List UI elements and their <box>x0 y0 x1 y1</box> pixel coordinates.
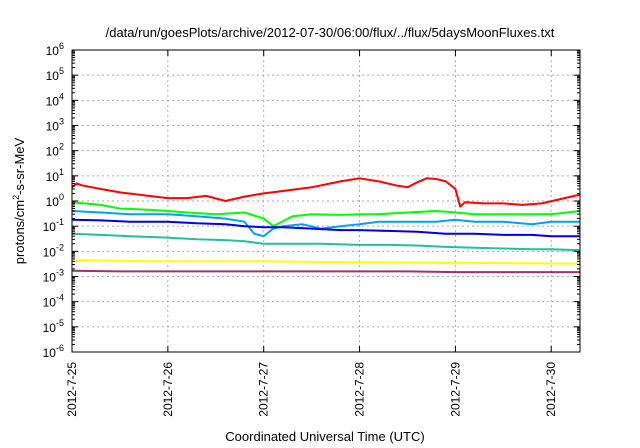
y-tick-label-exponent: -3 <box>56 268 64 278</box>
y-tick-label: 10-2 <box>43 242 64 259</box>
series-line-6 <box>71 259 580 265</box>
y-tick-label-base: 10 <box>43 346 57 360</box>
y-tick-label-exponent: 3 <box>59 117 64 127</box>
y-tick-label-base: 10 <box>43 245 57 259</box>
y-tick-label-exponent: -4 <box>56 293 64 303</box>
y-axis-label: protons/cm2-s-sr-MeV <box>11 137 27 264</box>
grid-lines <box>72 50 580 352</box>
y-tick-label: 102 <box>46 142 64 159</box>
y-tick-label: 10-6 <box>43 343 64 360</box>
y-tick-label: 10-1 <box>43 217 64 234</box>
y-tick-label-base: 10 <box>46 94 60 108</box>
y-tick-label-exponent: 1 <box>59 167 64 177</box>
y-tick-label-base: 10 <box>43 321 57 335</box>
y-tick-label: 105 <box>46 66 64 83</box>
series-line-2 <box>71 201 581 228</box>
series-line-3 <box>71 210 580 238</box>
y-tick-label-base: 10 <box>46 120 60 134</box>
series-line-5 <box>71 232 581 252</box>
y-tick-label-exponent: -6 <box>56 343 64 353</box>
y-tick-label-base: 10 <box>43 220 57 234</box>
y-ticks: 10-610-510-410-310-210-11001011021031041… <box>43 41 580 360</box>
y-tick-label-exponent: 6 <box>59 41 64 51</box>
x-axis-label: Coordinated Universal Time (UTC) <box>225 429 424 444</box>
y-tick-label-exponent: -1 <box>56 217 64 227</box>
x-tick-label: 2012-7-28 <box>353 362 367 417</box>
y-tick-label: 106 <box>46 41 64 58</box>
y-tick-label: 101 <box>46 167 64 184</box>
y-tick-label-base: 10 <box>46 44 60 58</box>
x-tick-label: 2012-7-30 <box>544 362 558 417</box>
x-tick-label: 2012-7-29 <box>448 362 462 417</box>
x-tick-label: 2012-7-25 <box>65 362 79 417</box>
series-line-1 <box>71 177 581 208</box>
y-tick-label: 103 <box>46 117 64 134</box>
chart-title: /data/run/goesPlots/archive/2012-07-30/0… <box>106 25 555 40</box>
y-tick-label-exponent: 4 <box>59 91 64 101</box>
series-line-4 <box>71 218 580 238</box>
y-tick-label: 104 <box>46 91 64 108</box>
y-tick-label: 100 <box>46 192 64 209</box>
y-tick-label-base: 10 <box>43 296 57 310</box>
y-axis-label-rest: -s-sr-MeV <box>12 137 27 194</box>
y-tick-label-exponent: 2 <box>59 142 64 152</box>
y-tick-label-base: 10 <box>43 271 57 285</box>
y-tick-label-exponent: 0 <box>59 192 64 202</box>
series-group <box>71 177 581 274</box>
x-ticks: 2012-7-25 2012-7-26 2012-7-27 2012-7-28 2012… <box>65 50 558 417</box>
y-tick-label-base: 10 <box>46 69 60 83</box>
y-tick-label-base: 10 <box>46 170 60 184</box>
y-tick-label: 10-4 <box>43 293 64 310</box>
y-axis-label-base: protons/cm <box>12 200 27 264</box>
x-tick-label: 2012-7-27 <box>257 362 271 417</box>
y-tick-label-base: 10 <box>46 195 60 209</box>
y-axis-label-sup: 2 <box>11 195 21 200</box>
y-tick-label: 10-5 <box>43 318 64 335</box>
y-tick-label-exponent: -5 <box>56 318 64 328</box>
series-line-7 <box>71 269 580 274</box>
y-tick-label-base: 10 <box>46 145 60 159</box>
y-tick-label-exponent: 5 <box>59 66 64 76</box>
x-tick-label: 2012-7-26 <box>161 362 175 417</box>
y-tick-label: 10-3 <box>43 268 64 285</box>
y-tick-label-exponent: -2 <box>56 242 64 252</box>
